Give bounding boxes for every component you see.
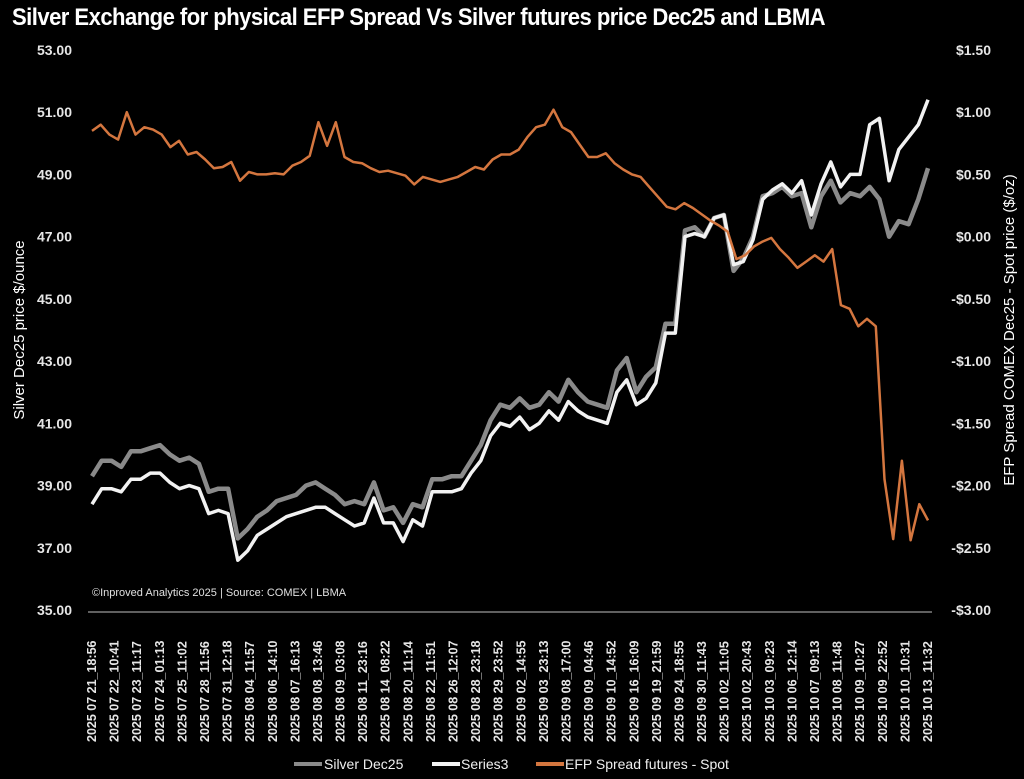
right-tick-label: $0.00 [956,229,991,245]
x-tick-label: 2025 08 20_11:14 [401,641,415,742]
right-tick-label: $0.50 [956,166,991,182]
x-tick-label: 2025 10 02_11:05 [718,641,732,742]
series-line-efp-spread-futures-spot [91,108,930,542]
left-tick-label: 41.00 [37,415,72,431]
legend: Silver Dec25 Series3 EFP Spread futures … [294,756,729,772]
left-tick-label: 47.00 [37,229,72,245]
left-tick-label: 51.00 [37,104,72,120]
x-tick-label: 2025 09 10_14:52 [605,640,619,742]
left-axis-ticks: 53.00 51.00 49.00 47.00 45.00 43.00 41.00 39.00… [37,42,72,618]
right-tick-label: $1.50 [956,42,991,58]
x-tick-label: 2025 08 28_23:18 [469,640,483,742]
x-tick-label: 2025 08 14_08:22 [379,640,393,742]
x-tick-label: 2025 07 28_11:56 [198,641,212,742]
x-tick-label: 2025 09 30_11:43 [695,641,709,742]
right-tick-label: -$1.00 [951,353,991,369]
x-tick-label: 2025 10 09_10:27 [853,640,867,742]
x-tick-label: 2025 08 26_12:07 [447,640,461,742]
chart-title: Silver Exchange for physical EFP Spread … [12,4,826,31]
x-tick-label: 2025 07 31_12:18 [221,640,235,742]
right-axis-label: EFP Spread COMEX Dec25 - Spot price ($/o… [1001,174,1018,486]
x-tick-label: 2025 10 08_11:48 [831,641,845,742]
left-tick-label: 39.00 [37,478,72,494]
x-tick-label: 2025 07 23_11:17 [130,641,144,742]
legend-label-series3: Series3 [461,756,509,772]
x-tick-label: 2025 07 22_10:41 [108,640,122,742]
right-axis-ticks: $1.50 $1.00 $0.50 $0.00 -$0.50 -$1.00 -$1.50 -$… [951,42,991,618]
x-tick-label: 2025 09 09_04:46 [582,640,596,742]
x-tick-label: 2025 10 03_09:23 [763,640,777,742]
x-tick-label: 2025 10 13_11:32 [921,641,935,742]
x-tick-label: 2025 09 08_17:00 [559,640,573,742]
x-tick-label: 2025 10 06_12:14 [785,640,799,742]
x-tick-label: 2025 08 07_16:13 [288,640,302,742]
x-tick-label: 2025 09 19_21:59 [650,640,664,742]
x-tick-label: 2025 07 21_18:56 [85,640,99,742]
right-tick-label: -$2.50 [951,540,991,556]
x-axis-ticks: 2025 07 21_18:56 2025 07 22_10:41 2025 07 … [85,640,935,742]
left-tick-label: 45.00 [37,291,72,307]
x-tick-label: 2025 08 29_23:52 [492,640,506,742]
x-tick-label: 2025 08 11_23:16 [356,641,370,742]
legend-label-efp-spread: EFP Spread futures - Spot [565,756,729,772]
left-tick-label: 53.00 [37,42,72,58]
source-credit: ©Inproved Analytics 2025 | Source: COMEX… [92,587,347,599]
x-tick-label: 2025 07 25_11:02 [175,641,189,742]
x-tick-label: 2025 09 02_14:55 [514,640,528,742]
x-tick-label: 2025 10 09_22:52 [876,640,890,742]
right-tick-label: -$2.00 [951,478,991,494]
left-tick-label: 49.00 [37,166,72,182]
left-tick-label: 37.00 [37,540,72,556]
right-tick-label: $1.00 [956,104,991,120]
x-tick-label: 2025 08 09_03:08 [334,640,348,742]
left-tick-label: 35.00 [37,602,72,618]
x-tick-label: 2025 10 10_10:31 [898,640,912,742]
x-tick-label: 2025 10 07_09:13 [808,640,822,742]
series-lines [90,99,931,562]
left-axis-label: Silver Dec25 price $/ounce [11,240,28,419]
x-tick-label: 2025 08 06_14:10 [266,640,280,742]
series-line-series3 [90,99,930,562]
right-tick-label: -$3.00 [951,602,991,618]
x-tick-label: 2025 09 24_18:55 [672,640,686,742]
x-tick-label: 2025 09 16_16:09 [627,640,641,742]
x-tick-label: 2025 07 24_01:13 [153,640,167,742]
right-tick-label: -$0.50 [951,291,991,307]
legend-label-silver-dec25: Silver Dec25 [324,756,404,772]
right-tick-label: -$1.50 [951,415,991,431]
series-line-silver-dec25 [90,167,931,541]
x-tick-label: 2025 08 08_13:46 [311,640,325,742]
x-tick-label: 2025 09 03_23:13 [537,640,551,742]
x-tick-label: 2025 08 04_11:57 [243,641,257,742]
x-tick-label: 2025 10 02_20:43 [740,640,754,742]
x-tick-label: 2025 08 22_11:51 [424,641,438,742]
left-tick-label: 43.00 [37,353,72,369]
